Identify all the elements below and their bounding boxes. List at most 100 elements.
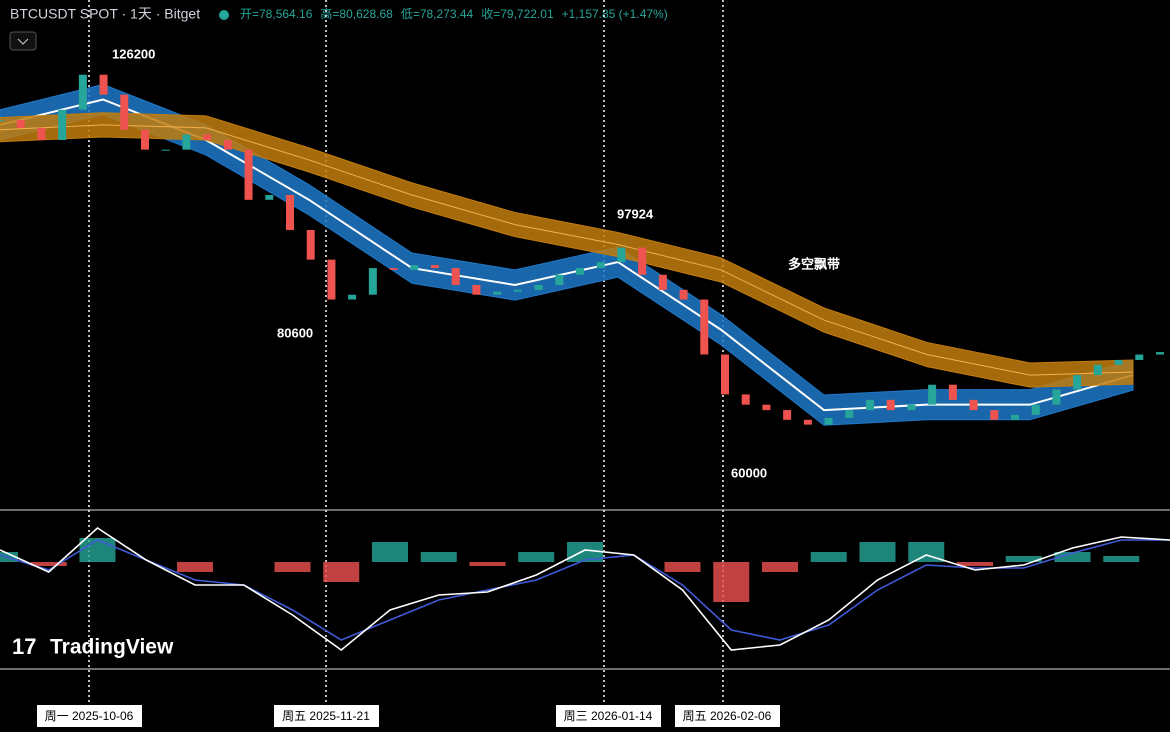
histogram-bar [79, 538, 116, 562]
ohlc-value: 低=78,273.44 [401, 7, 474, 21]
candle [907, 404, 916, 411]
candle [58, 109, 67, 140]
candle [223, 139, 232, 150]
histogram-bar [859, 542, 896, 562]
histogram-bar [177, 562, 213, 572]
logo-mark: 17 [12, 634, 36, 659]
crosshairs [88, 0, 724, 705]
histogram-bar [323, 562, 360, 582]
candle [327, 259, 336, 300]
annotation: 80600 [277, 325, 313, 340]
ohlc-legend: 开=78,564.16 高=80,628.68 低=78,273.44 收=79,72… [240, 6, 668, 21]
candle [348, 294, 357, 300]
candle [886, 399, 895, 411]
candle [762, 404, 771, 411]
ohlc-value: 开=78,564.16 [240, 7, 313, 21]
candle [141, 129, 149, 150]
histogram-bar [1103, 556, 1140, 562]
candle [658, 274, 667, 290]
chevron [17, 38, 29, 45]
candle [286, 194, 294, 231]
annotation: 126200 [112, 46, 155, 61]
candle [866, 399, 874, 411]
candle [99, 74, 108, 95]
candle [1156, 352, 1164, 355]
candle [244, 149, 253, 200]
candle [306, 230, 315, 260]
status-dot [219, 10, 229, 20]
histogram-bar [469, 562, 506, 566]
candle [16, 120, 25, 128]
candle [1031, 404, 1040, 415]
candle [368, 268, 377, 295]
histogram-bar [30, 562, 67, 566]
candle [990, 410, 999, 420]
candle [37, 127, 46, 140]
band-fill [0, 112, 1134, 388]
date-labels: 周一 2025-10-06 周五 2025-11-21 周三 2026-01-1… [37, 705, 780, 727]
histogram-bar [810, 552, 847, 562]
ohlc-value: 收=79,722.01 [481, 7, 554, 21]
candle [617, 247, 626, 263]
histogram-bar [664, 562, 701, 572]
candle [451, 268, 460, 286]
histogram-bar [1005, 556, 1042, 562]
collapse-button[interactable] [9, 31, 37, 51]
candle [472, 285, 481, 295]
candle [1114, 359, 1123, 365]
symbol-title: BTCUSDT SPOT · 1天 · Bitget [10, 6, 200, 22]
histogram-bar [567, 542, 603, 562]
candle [721, 354, 729, 395]
candle [493, 291, 502, 295]
annotation: 多空飘带 [788, 256, 840, 271]
candle [803, 419, 812, 425]
histogram-bar [274, 562, 311, 572]
candle [431, 265, 439, 269]
histogram-bar [1054, 552, 1091, 562]
date-label: 周五 2025-11-21 [282, 709, 370, 723]
candle [824, 417, 833, 425]
candle [576, 268, 584, 275]
candle [513, 289, 522, 292]
date-label: 周三 2026-01-14 [564, 709, 653, 723]
candle [1052, 389, 1061, 405]
candle [555, 274, 564, 286]
candle [969, 399, 978, 411]
candle [1135, 354, 1144, 360]
ohlc-value: +1,157.85 (+1.47%) [562, 7, 668, 21]
signal-line [0, 539, 1170, 641]
candle [410, 265, 419, 270]
candle [679, 289, 688, 300]
histogram-bar [957, 562, 993, 566]
candle [534, 285, 543, 290]
date-label: 周一 2025-10-06 [45, 709, 134, 723]
candle [203, 134, 212, 140]
candle [1093, 364, 1102, 376]
candle [700, 299, 709, 355]
histogram-bar [713, 562, 750, 602]
histogram-bar [518, 552, 555, 562]
candle [78, 74, 87, 110]
histogram-bar [762, 562, 798, 572]
candle [1073, 375, 1082, 390]
candle [741, 394, 750, 405]
candle [638, 247, 647, 275]
watermark: TradingView [50, 636, 174, 659]
candle [1011, 414, 1019, 420]
candle [120, 94, 129, 130]
histogram-bar [372, 542, 408, 562]
candle [783, 410, 792, 420]
candle [161, 149, 170, 151]
candle [928, 384, 937, 405]
date-label: 周五 2026-02-06 [683, 709, 772, 723]
candle [0, 120, 4, 122]
candle [948, 384, 957, 400]
annotation: 97924 [617, 206, 654, 221]
annotation: 60000 [731, 465, 767, 480]
macd-line [0, 526, 1170, 652]
ohlc-value: 高=80,628.68 [320, 6, 393, 21]
histogram-bar [420, 552, 457, 562]
band-center [0, 124, 1134, 376]
candle [845, 410, 854, 418]
